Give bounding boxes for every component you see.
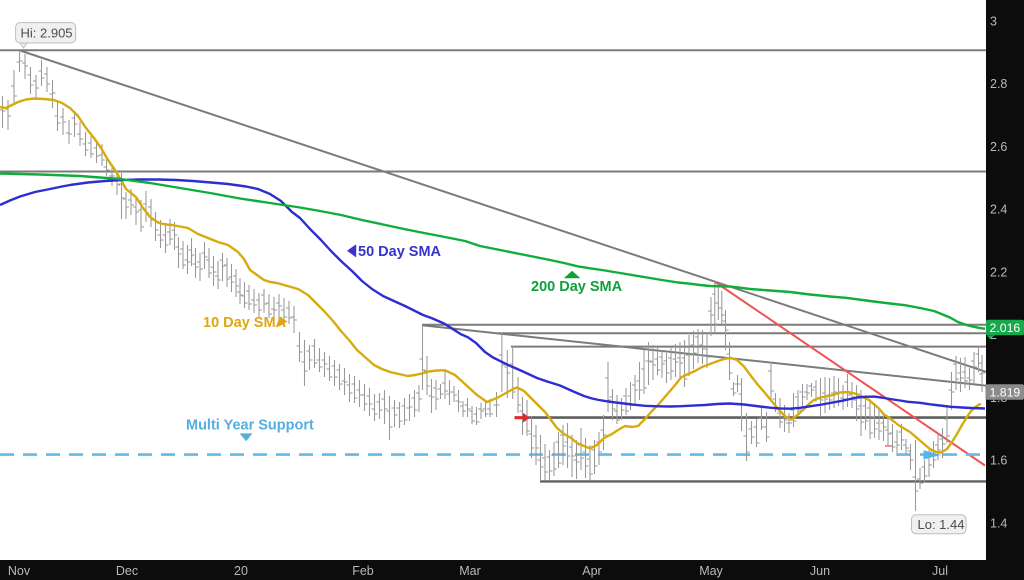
svg-text:50 Day SMA: 50 Day SMA <box>358 244 442 260</box>
svg-text:2.8: 2.8 <box>990 77 1007 91</box>
svg-text:Lo: 1.44: Lo: 1.44 <box>918 517 965 532</box>
svg-text:2.6: 2.6 <box>990 140 1007 154</box>
svg-text:Apr: Apr <box>582 564 601 578</box>
svg-text:2.2: 2.2 <box>990 265 1007 279</box>
svg-text:1.819: 1.819 <box>990 385 1021 399</box>
svg-text:Nov: Nov <box>8 564 31 578</box>
svg-text:Jun: Jun <box>810 564 830 578</box>
svg-text:200 Day SMA: 200 Day SMA <box>531 279 623 295</box>
svg-text:Jul: Jul <box>932 564 948 578</box>
svg-text:Dec: Dec <box>116 564 138 578</box>
svg-text:2.4: 2.4 <box>990 203 1007 217</box>
svg-text:2.016: 2.016 <box>990 321 1021 335</box>
svg-text:10 Day SMA: 10 Day SMA <box>203 315 287 331</box>
svg-text:1.6: 1.6 <box>990 454 1007 468</box>
svg-text:1.4: 1.4 <box>990 516 1007 530</box>
svg-text:Mar: Mar <box>459 564 481 578</box>
svg-text:20: 20 <box>234 564 248 578</box>
svg-text:May: May <box>699 564 723 578</box>
svg-text:Multi Year Support: Multi Year Support <box>186 418 314 434</box>
svg-text:Hi: 2.905: Hi: 2.905 <box>21 26 73 41</box>
svg-text:3: 3 <box>990 14 997 28</box>
svg-text:Feb: Feb <box>352 564 374 578</box>
